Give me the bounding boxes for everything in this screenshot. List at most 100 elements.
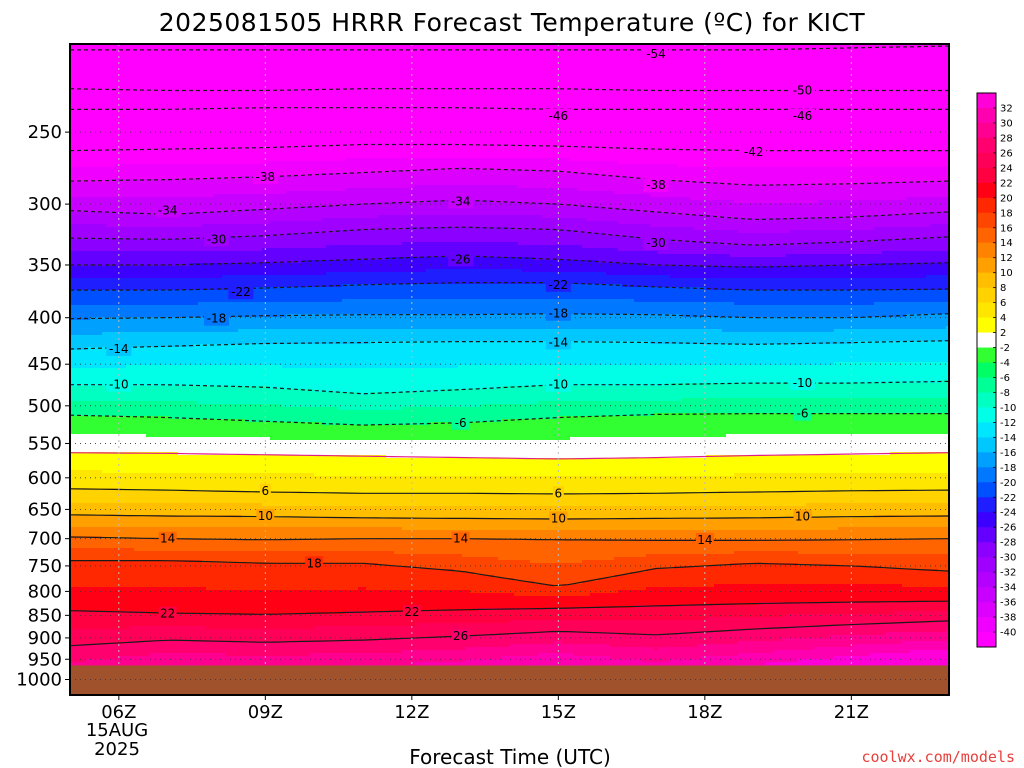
colorbar-swatch xyxy=(977,422,996,438)
contour-label: 14 xyxy=(697,533,712,547)
x-date-day: 15AUG xyxy=(86,720,148,741)
plot-frame xyxy=(69,43,950,696)
contour-label-bg xyxy=(695,532,714,547)
contour-label-bg xyxy=(155,203,181,218)
colorbar-swatch xyxy=(977,167,996,184)
contour-label-bg xyxy=(793,406,812,421)
contour-label: 26 xyxy=(453,629,468,643)
colorbar-swatch xyxy=(977,332,996,348)
y-tick-label: 850 xyxy=(28,605,62,626)
colorbar-label: 20 xyxy=(1000,193,1013,204)
colorbar-label: -40 xyxy=(1000,628,1016,639)
colorbar-label: -12 xyxy=(1000,418,1016,429)
contour-label: -46 xyxy=(549,109,569,123)
colorbar-swatch xyxy=(977,482,996,498)
contour-label: 22 xyxy=(160,606,175,620)
colorbar-swatch xyxy=(977,572,996,588)
colorbar-label: -34 xyxy=(1000,583,1016,594)
contour-label-bg xyxy=(790,108,815,123)
colorbar-label: 6 xyxy=(1000,298,1006,309)
colorbar-label: -18 xyxy=(1000,463,1016,474)
colorbar-swatch xyxy=(977,287,996,304)
colorbar-swatch xyxy=(977,212,996,229)
x-axis-label: Forecast Time (UTC) xyxy=(409,745,611,768)
x-tick-label: 18Z xyxy=(687,702,722,723)
colorbar-swatch xyxy=(977,122,996,139)
contour-label-bg xyxy=(549,511,568,526)
colorbar-label: -20 xyxy=(1000,478,1016,489)
y-tick-label: 900 xyxy=(28,628,62,649)
colorbar-swatch xyxy=(977,257,996,274)
contour-label: -10 xyxy=(793,376,813,390)
y-tick-label: 400 xyxy=(28,308,62,329)
colorbar-label: 24 xyxy=(1000,163,1013,174)
colorbar-swatch xyxy=(977,347,996,363)
colorbar-swatch xyxy=(977,602,996,618)
colorbar-frame xyxy=(976,92,997,648)
contour-label-bg xyxy=(545,306,571,321)
contour-label: -38 xyxy=(646,178,666,192)
contour-label: -42 xyxy=(744,145,764,159)
contour-label: -54 xyxy=(646,47,666,61)
colorbar-label: 18 xyxy=(1000,208,1013,219)
colorbar-swatch xyxy=(977,317,996,333)
contour-label-bg xyxy=(252,169,278,184)
contour-label: 14 xyxy=(160,532,175,546)
colorbar-label: 4 xyxy=(1000,313,1006,324)
colorbar-label: -22 xyxy=(1000,493,1016,504)
contour-label: -10 xyxy=(109,378,129,392)
contour-label-bg xyxy=(643,178,669,193)
contour-label-bg xyxy=(158,531,177,546)
colorbar-swatch xyxy=(977,452,996,468)
contour-label: -34 xyxy=(158,204,178,218)
colorbar-swatch xyxy=(977,227,996,244)
colorbar-label: 14 xyxy=(1000,238,1013,249)
contour-lines xyxy=(70,45,949,647)
colorbar-swatch xyxy=(977,107,996,124)
contour-label: 14 xyxy=(453,532,468,546)
colorbar-swatch xyxy=(977,197,996,214)
x-tick-label: 15Z xyxy=(541,702,576,723)
colorbar-label: -30 xyxy=(1000,553,1016,564)
contour-label-bg xyxy=(451,415,470,430)
colorbar-label: -10 xyxy=(1000,403,1016,414)
colorbar-label: 2 xyxy=(1000,328,1006,339)
contour-line xyxy=(70,488,949,495)
y-tick-label: 450 xyxy=(28,354,62,375)
contour-label: 6 xyxy=(555,486,563,500)
contour-label: -34 xyxy=(451,194,471,208)
colorbar-swatch xyxy=(977,527,996,543)
contour-label: 18 xyxy=(307,556,322,570)
contour-label-bg xyxy=(228,285,254,300)
y-tick-label: 700 xyxy=(28,529,62,550)
contour-label-bg xyxy=(402,605,421,620)
colorbar-swatch xyxy=(977,617,996,633)
contour-label-bg xyxy=(448,252,474,267)
ground-fill xyxy=(70,665,949,695)
y-tick-label: 600 xyxy=(28,468,62,489)
temperature-field xyxy=(70,44,949,695)
colorbar-swatch xyxy=(977,377,996,393)
colorbar-label: -8 xyxy=(1000,388,1010,399)
colorbar-label: -26 xyxy=(1000,523,1016,534)
contour-label-bg xyxy=(643,235,669,250)
colorbar-label: 10 xyxy=(1000,268,1013,279)
contour-label-bg xyxy=(106,342,132,357)
contour-label-bg xyxy=(451,531,470,546)
x-tick-label: 06Z xyxy=(101,702,136,723)
contour-label: -30 xyxy=(207,232,227,246)
y-tick-label: 250 xyxy=(28,122,62,143)
credit-link[interactable]: coolwx.com/models xyxy=(861,748,1015,766)
colorbar-swatch xyxy=(977,497,996,513)
contour-label-bg xyxy=(790,376,815,391)
y-tick-label: 1000 xyxy=(16,670,62,691)
contour-line xyxy=(70,600,949,615)
colorbar-swatch xyxy=(977,272,996,289)
contour-label: 6 xyxy=(262,484,270,498)
colorbar-swatch xyxy=(977,437,996,453)
x-tick-label: 09Z xyxy=(248,702,283,723)
contour-label: 10 xyxy=(551,511,566,525)
colorbar-label: 26 xyxy=(1000,148,1013,159)
contour-label: -18 xyxy=(207,312,227,326)
